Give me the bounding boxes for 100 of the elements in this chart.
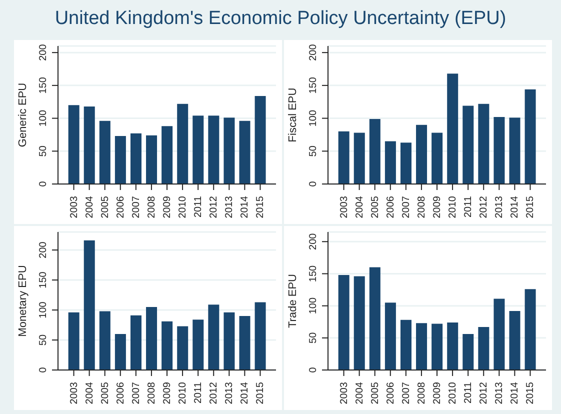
x-tick-label: 2011 xyxy=(463,196,474,218)
bar xyxy=(416,124,428,184)
x-tick-label: 2011 xyxy=(193,196,204,218)
x-tick-label: 2012 xyxy=(478,382,490,404)
y-tick-label: 100 xyxy=(308,297,319,314)
bar xyxy=(369,118,380,184)
bar xyxy=(400,142,412,184)
y-tick-label: 0 xyxy=(308,180,319,187)
bar xyxy=(524,289,536,370)
bar xyxy=(338,275,350,370)
bar xyxy=(130,315,142,370)
bar xyxy=(462,334,474,370)
bar xyxy=(99,311,110,370)
x-tick-label: 2008 xyxy=(146,382,158,404)
x-tick-label: 2013 xyxy=(494,382,506,404)
bar xyxy=(224,312,235,370)
x-tick-label: 2006 xyxy=(385,382,396,404)
bar xyxy=(224,118,235,184)
x-tick-label: 2010 xyxy=(178,382,189,404)
x-tick-label: 2015 xyxy=(525,196,536,218)
x-tick-label: 2013 xyxy=(494,196,506,218)
x-tick-label: 2010 xyxy=(448,196,459,218)
bar xyxy=(509,310,520,370)
y-tick-label: 0 xyxy=(38,366,49,373)
y-tick-label: 150 xyxy=(308,76,319,94)
bar xyxy=(478,326,490,370)
bar xyxy=(369,267,380,370)
bar xyxy=(192,116,204,184)
x-tick-label: 2011 xyxy=(193,382,204,404)
y-tick-label: 150 xyxy=(308,264,319,282)
x-tick-label: 2005 xyxy=(370,196,381,218)
bar xyxy=(114,334,126,370)
x-tick-label: 2007 xyxy=(130,196,142,218)
y-tick-label: 50 xyxy=(308,145,319,157)
x-tick-label: 2005 xyxy=(100,382,111,404)
x-tick-label: 2004 xyxy=(84,196,96,218)
y-tick-label: 200 xyxy=(38,44,49,61)
x-tick-label: 2010 xyxy=(448,382,459,404)
bar xyxy=(509,118,520,184)
x-tick-label: 2004 xyxy=(84,382,96,404)
bar xyxy=(416,323,428,370)
x-tick-label: 2007 xyxy=(400,382,412,404)
x-tick-label: 2010 xyxy=(178,196,189,218)
bar xyxy=(524,89,536,184)
bar xyxy=(354,132,365,184)
y-tick-label: 200 xyxy=(308,232,319,250)
bar xyxy=(239,316,250,370)
bar xyxy=(354,276,365,370)
bar xyxy=(177,326,188,370)
bar xyxy=(254,96,266,184)
bar xyxy=(432,324,443,370)
x-tick-label: 2015 xyxy=(525,382,536,404)
bar xyxy=(114,136,126,184)
x-tick-label: 2007 xyxy=(400,196,412,218)
y-tick-label: 200 xyxy=(38,241,49,258)
bar xyxy=(84,240,95,370)
y-tick-label: 0 xyxy=(308,366,319,373)
bar xyxy=(162,321,173,370)
x-tick-label: 2008 xyxy=(416,382,428,404)
x-tick-label: 2008 xyxy=(146,196,158,218)
y-tick-label: 150 xyxy=(38,271,49,288)
x-tick-label: 2003 xyxy=(68,382,80,404)
x-tick-label: 2013 xyxy=(224,196,236,218)
bar xyxy=(99,120,110,184)
x-tick-label: 2015 xyxy=(255,382,266,404)
y-tick-label: 50 xyxy=(38,145,49,157)
x-tick-label: 2004 xyxy=(354,382,366,404)
bar xyxy=(146,307,158,370)
y-tick-label: 0 xyxy=(38,180,49,187)
x-tick-label: 2012 xyxy=(478,196,490,218)
y-tick-label: 100 xyxy=(38,110,49,127)
bar xyxy=(478,104,490,184)
bar xyxy=(130,133,142,184)
x-tick-label: 2014 xyxy=(240,382,251,404)
y-tick-label: 150 xyxy=(38,76,49,94)
x-tick-label: 2014 xyxy=(510,382,521,404)
x-tick-label: 2005 xyxy=(370,382,381,404)
bar xyxy=(162,126,173,184)
x-tick-label: 2003 xyxy=(68,196,80,218)
y-axis-title: Fiscal EPU xyxy=(286,88,299,142)
bar xyxy=(384,141,396,184)
bar xyxy=(208,304,220,370)
x-tick-label: 2012 xyxy=(208,196,220,218)
bar xyxy=(462,106,474,184)
x-tick-label: 2009 xyxy=(432,196,443,218)
x-tick-label: 2011 xyxy=(463,382,474,404)
x-tick-label: 2009 xyxy=(162,382,173,404)
x-tick-label: 2013 xyxy=(224,382,236,404)
y-axis-title: Trade EPU xyxy=(286,274,299,328)
bar xyxy=(68,312,80,370)
x-tick-label: 2006 xyxy=(115,196,126,218)
bar xyxy=(432,132,443,184)
x-tick-label: 2006 xyxy=(115,382,126,404)
bar xyxy=(68,105,80,184)
bar xyxy=(239,120,250,184)
bar xyxy=(447,74,458,184)
chart-title: United Kingdom's Economic Policy Uncertainty (EPU) xyxy=(54,8,508,30)
x-tick-label: 2005 xyxy=(100,196,111,218)
bar xyxy=(384,302,396,370)
bar xyxy=(494,116,505,184)
